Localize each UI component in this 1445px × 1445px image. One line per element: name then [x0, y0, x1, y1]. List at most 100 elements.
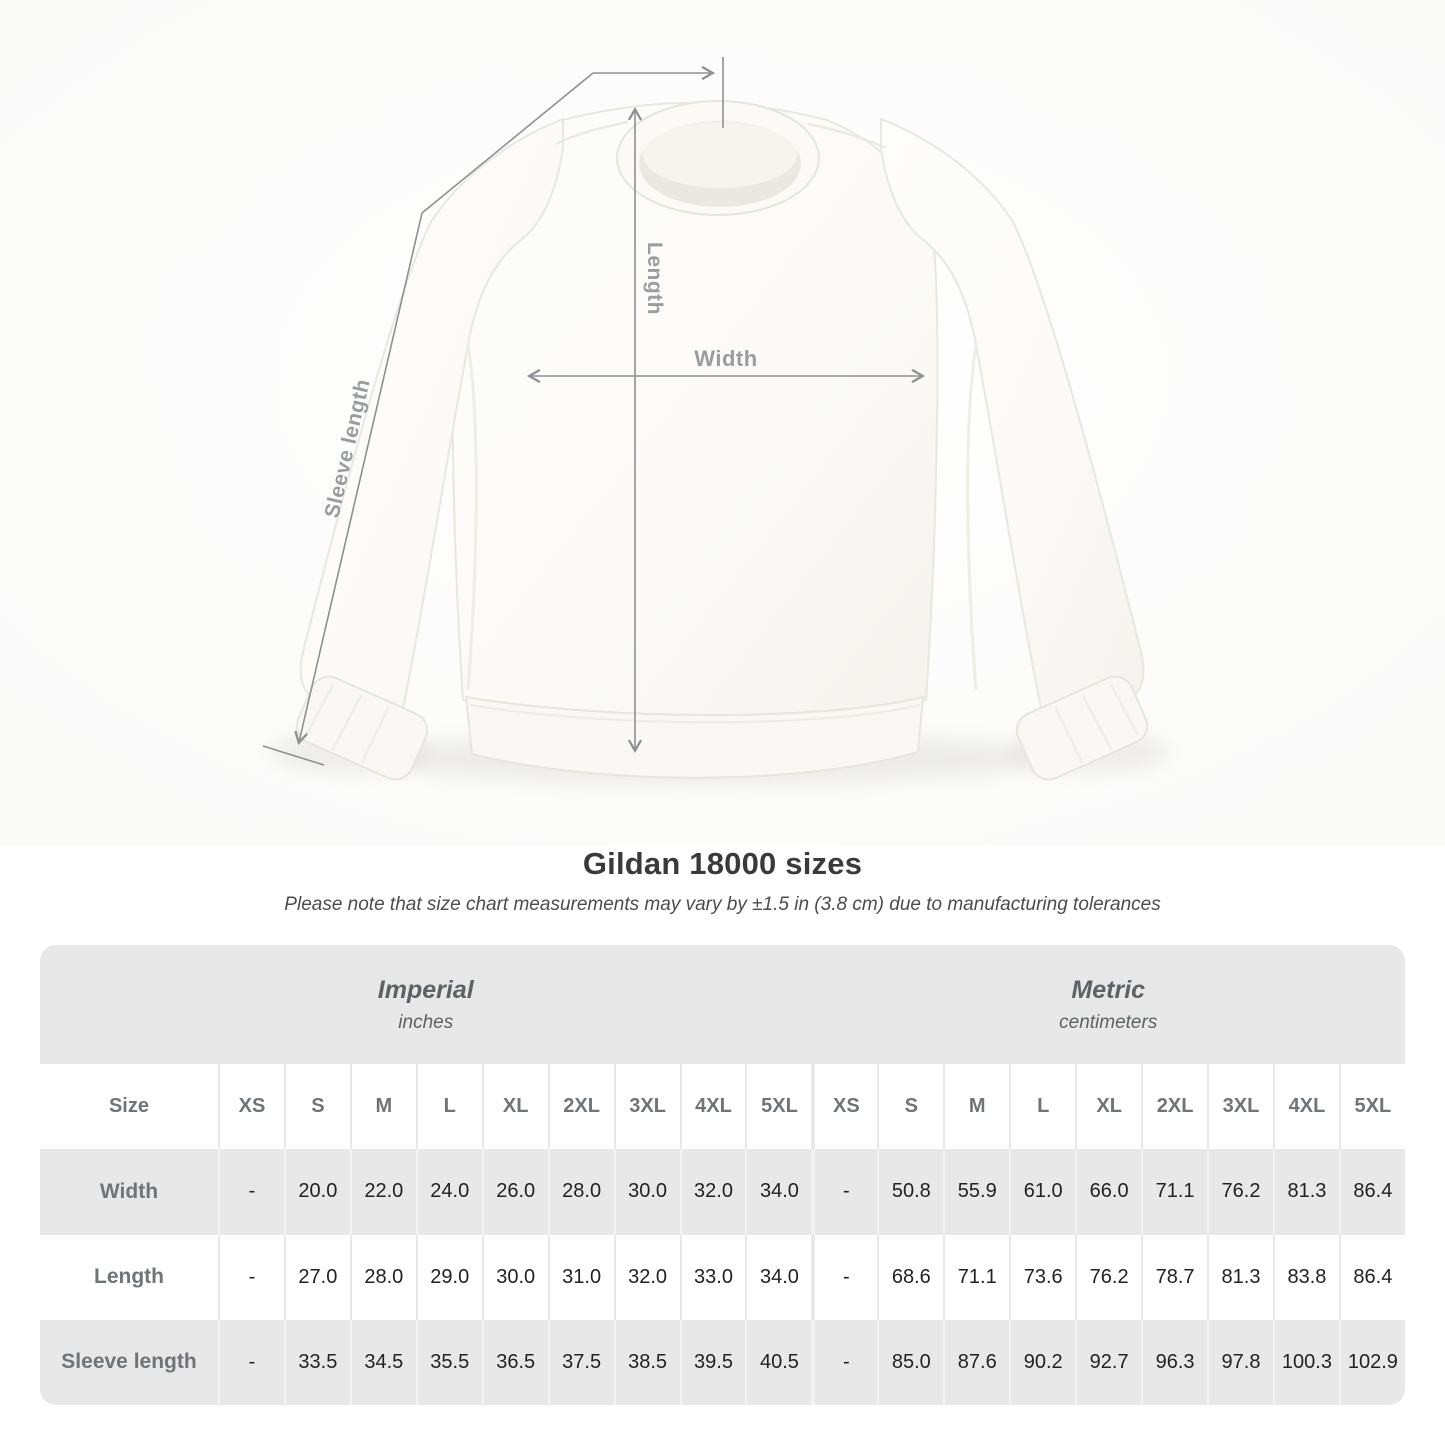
unit-header-row: Imperial inches Metric centimeters: [40, 945, 1405, 1064]
imperial-value: -: [217, 1234, 284, 1320]
imperial-value: 38.5: [613, 1319, 680, 1405]
size-col-header: 3XL: [1207, 1064, 1273, 1150]
left-armhole-seam: [466, 344, 478, 691]
metric-value: 96.3: [1141, 1319, 1207, 1405]
width-label: Width: [694, 346, 757, 371]
metric-value: -: [811, 1149, 877, 1235]
size-col-header: XS: [811, 1064, 877, 1150]
size-col-header: S: [877, 1064, 943, 1150]
length-label: Length: [643, 242, 666, 315]
sleeve-line-lower: [294, 212, 423, 745]
metric-value: 73.6: [1009, 1234, 1075, 1320]
imperial-value: 34.0: [745, 1234, 811, 1320]
metric-value: -: [811, 1319, 877, 1405]
metric-value: 102.9: [1338, 1319, 1405, 1405]
size-column-label: Size: [108, 1095, 149, 1118]
row-label: Sleeve length: [61, 1350, 197, 1374]
size-col-header: 4XL: [1272, 1064, 1339, 1150]
size-header-row: Size XS S M L XL 2XL 3XL 4XL 5XL XS S M L XL 2XL 3XL 4XL 5…: [40, 1064, 1405, 1150]
imperial-value: 30.0: [481, 1234, 548, 1320]
left-shoulder-seam: [555, 120, 629, 146]
metric-value: 66.0: [1075, 1149, 1141, 1235]
tolerance-note: Please note that size chart measurements…: [284, 894, 1161, 915]
size-col-header: XL: [1075, 1064, 1141, 1150]
page-title: Gildan 18000 sizes: [582, 846, 863, 881]
metric-value: 87.6: [943, 1319, 1009, 1405]
size-col-header: 3XL: [613, 1064, 680, 1150]
metric-value: 68.6: [877, 1234, 943, 1320]
left-cuff: [295, 675, 429, 781]
metric-value: 86.4: [1338, 1234, 1405, 1320]
imperial-value: 31.0: [547, 1234, 614, 1320]
metric-value: 92.7: [1075, 1319, 1141, 1405]
metric-value: 61.0: [1009, 1149, 1075, 1235]
imperial-value: 24.0: [415, 1149, 482, 1235]
size-col-header: L: [415, 1064, 482, 1150]
imperial-unit: inches: [398, 1011, 454, 1033]
imperial-value: 20.0: [283, 1149, 350, 1235]
metric-unit: centimeters: [1059, 1011, 1158, 1033]
right-shoulder-seam: [807, 122, 887, 150]
metric-value: 71.1: [1141, 1149, 1207, 1235]
metric-value: 83.8: [1272, 1234, 1339, 1320]
imperial-value: 33.0: [679, 1234, 746, 1320]
size-col-header: 5XL: [1338, 1064, 1405, 1150]
imperial-value: 33.5: [283, 1319, 350, 1405]
imperial-header: Imperial inches: [40, 945, 811, 1064]
imperial-value: 40.5: [745, 1319, 811, 1405]
metric-value: 97.8: [1207, 1319, 1273, 1405]
imperial-value: 36.5: [481, 1319, 548, 1405]
imperial-value: 29.0: [415, 1234, 482, 1320]
metric-title: Metric: [1071, 975, 1146, 1004]
imperial-value: 39.5: [679, 1319, 746, 1405]
right-armhole-seam: [966, 344, 978, 691]
metric-value: 50.8: [877, 1149, 943, 1235]
size-col-header: 4XL: [679, 1064, 746, 1150]
metric-value: 86.4: [1338, 1149, 1405, 1235]
size-col-header: XL: [481, 1064, 548, 1150]
size-col-header: 2XL: [547, 1064, 614, 1150]
measurement-row: Width -20.0 22.0 24.0 26.0 28.0 30.0 32.0 34.0-5…: [40, 1149, 1405, 1235]
imperial-value: -: [217, 1319, 284, 1405]
imperial-value: 26.0: [481, 1149, 548, 1235]
imperial-value: 34.0: [745, 1149, 811, 1235]
metric-value: 81.3: [1207, 1234, 1273, 1320]
imperial-value: 28.0: [349, 1234, 416, 1320]
metric-value: 71.1: [943, 1234, 1009, 1320]
metric-value: 76.2: [1207, 1149, 1273, 1235]
imperial-value: 35.5: [415, 1319, 482, 1405]
metric-value: 78.7: [1141, 1234, 1207, 1320]
waistband-seam: [469, 704, 921, 724]
metric-value: 100.3: [1272, 1319, 1339, 1405]
metric-value: 76.2: [1075, 1234, 1141, 1320]
imperial-value: 22.0: [349, 1149, 416, 1235]
size-col-header: M: [943, 1064, 1009, 1150]
imperial-value: -: [217, 1149, 284, 1235]
imperial-value: 32.0: [613, 1234, 680, 1320]
collar-back-fabric: [643, 122, 797, 188]
imperial-value: 28.0: [547, 1149, 614, 1235]
metric-value: -: [811, 1234, 877, 1320]
sweatshirt-illustration: [295, 100, 1149, 781]
size-col-header: L: [1009, 1064, 1075, 1150]
imperial-title: Imperial: [377, 975, 474, 1004]
imperial-value: 32.0: [679, 1149, 746, 1235]
size-col-header: M: [349, 1064, 416, 1150]
metric-value: 55.9: [943, 1149, 1009, 1235]
imperial-value: 27.0: [283, 1234, 350, 1320]
right-cuff: [1015, 675, 1149, 781]
size-table: Imperial inches Metric centimeters Size X…: [40, 945, 1405, 1405]
measurement-row: Sleeve length -33.5 34.5 35.5 36.5 37.5 38.5 39…: [40, 1319, 1405, 1405]
imperial-value: 34.5: [349, 1319, 416, 1405]
metric-header: Metric centimeters: [811, 945, 1405, 1064]
row-label: Length: [94, 1265, 164, 1289]
size-col-header: XS: [217, 1064, 284, 1150]
imperial-value: 37.5: [547, 1319, 614, 1405]
sleeve-end-tick: [262, 745, 325, 766]
measurement-lines: [262, 57, 926, 766]
row-label: Width: [99, 1179, 159, 1203]
imperial-value: 30.0: [613, 1149, 680, 1235]
metric-value: 85.0: [877, 1319, 943, 1405]
sleeve-line-upper: [421, 72, 594, 214]
